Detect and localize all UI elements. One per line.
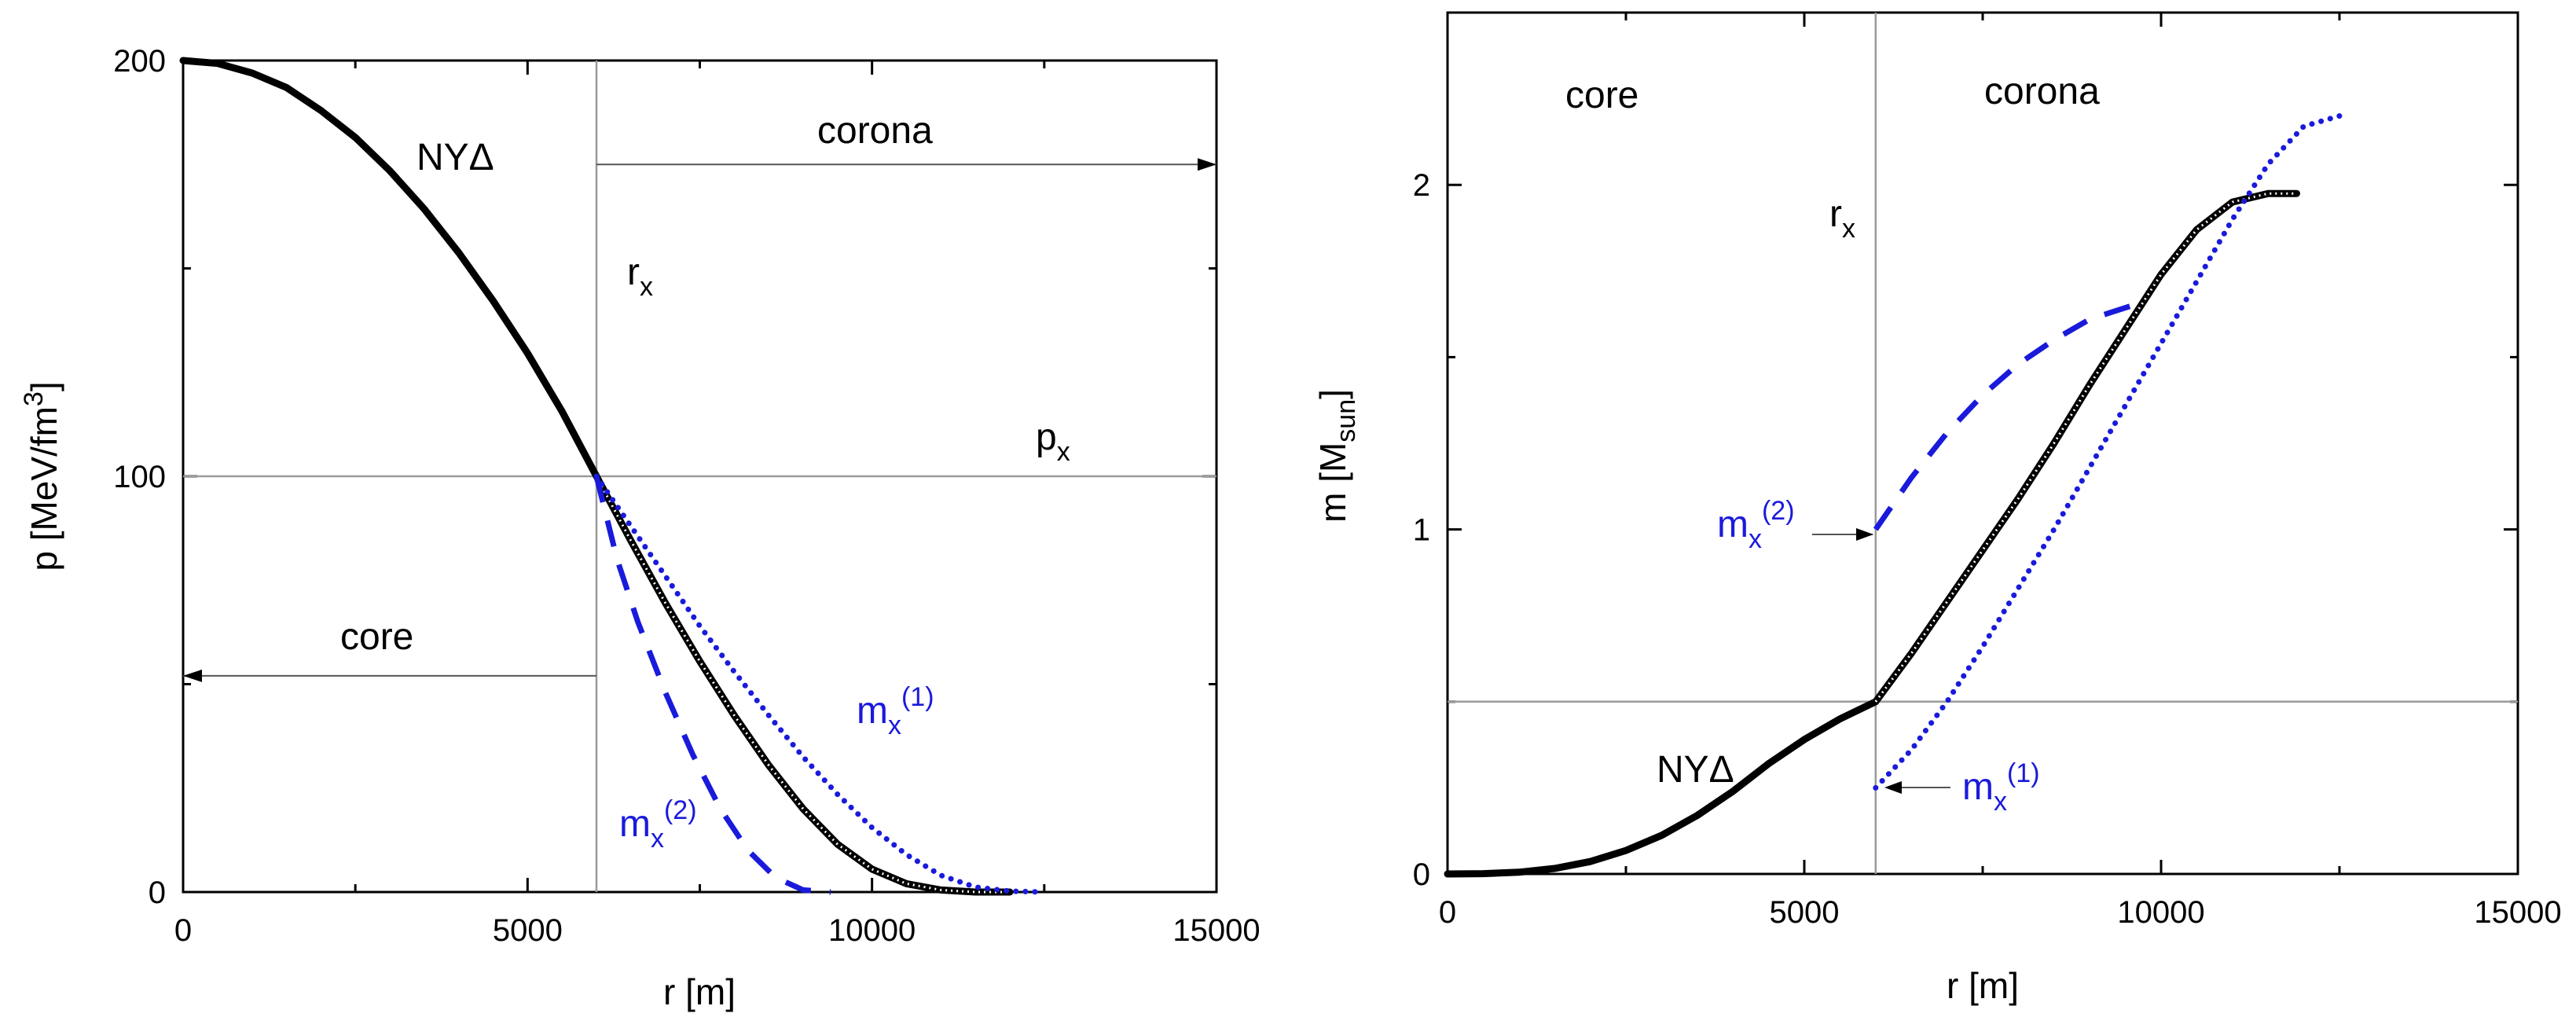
tick-labels: 0 5000 10000 15000 0 100 200 — [113, 44, 1260, 948]
y-tick-label: 1 — [1413, 513, 1430, 548]
x-tick-label: 15000 — [1172, 913, 1260, 948]
x-tick-label: 5000 — [493, 913, 563, 948]
label-rx: rx — [627, 251, 653, 302]
x-axis-label: r [m] — [663, 971, 736, 1012]
series-mx2-line — [593, 475, 831, 895]
x-tick-label: 5000 — [1770, 895, 1840, 930]
tick-labels: 0 5000 10000 15000 0 1 2 — [1413, 168, 2562, 930]
series-mx2-line — [1873, 303, 2134, 531]
pressure-chart: 0 5000 10000 15000 0 100 200 r [m] p [MeV/fm3]… — [19, 44, 1260, 1012]
series-nyd-corona-overlay — [595, 475, 1010, 894]
region-arrowhead — [183, 669, 202, 682]
label-px: px — [1036, 417, 1070, 467]
series-group — [179, 57, 1048, 896]
y-tick-label: 200 — [113, 44, 166, 79]
label-core: core — [1565, 75, 1638, 116]
mx1-arrowhead — [1884, 781, 1902, 794]
series-nyd-corona-overlay — [1874, 192, 2297, 703]
label-nyd: NYΔ — [416, 137, 494, 178]
x-tick-label: 0 — [1439, 895, 1456, 930]
label-mx1: mx(1) — [857, 682, 934, 740]
y-axis-label: m [Msun] — [1312, 389, 1361, 523]
reference-lines — [183, 61, 1216, 892]
y-tick-label: 0 — [149, 876, 166, 910]
axis-ticks — [1446, 11, 2519, 876]
mass-chart: 0 5000 10000 15000 0 1 2 r [m] m [Msun] core c… — [1312, 11, 2562, 1006]
y-tick-label: 100 — [113, 460, 166, 494]
y-tick-label: 2 — [1413, 168, 1430, 203]
region-arrowhead — [1198, 158, 1216, 171]
plot-frame — [1446, 11, 2519, 876]
x-axis-label: r [m] — [1947, 965, 2019, 1006]
axis-ticks — [182, 59, 1218, 894]
y-tick-label: 0 — [1413, 857, 1430, 892]
x-tick-label: 0 — [174, 913, 192, 948]
y-axis-label: p [MeV/fm3] — [19, 381, 64, 571]
reference-lines — [1448, 13, 2518, 874]
mx2-arrowhead — [1856, 528, 1873, 541]
x-tick-label: 15000 — [2474, 895, 2561, 930]
label-corona: corona — [817, 110, 933, 152]
label-rx: rx — [1829, 193, 1855, 244]
series-mx1-line — [1873, 113, 2343, 791]
x-tick-label: 10000 — [2117, 895, 2204, 930]
series-mx1-line — [593, 473, 1048, 895]
label-core: core — [340, 616, 413, 658]
label-nyd: NYΔ — [1657, 749, 1734, 791]
label-mx1: mx(1) — [1962, 758, 2040, 817]
label-corona: corona — [1984, 71, 2100, 112]
series-group — [1444, 113, 2343, 878]
label-mx2: mx(2) — [1717, 496, 1795, 554]
label-mx2: mx(2) — [619, 795, 697, 854]
x-tick-label: 10000 — [828, 913, 916, 948]
